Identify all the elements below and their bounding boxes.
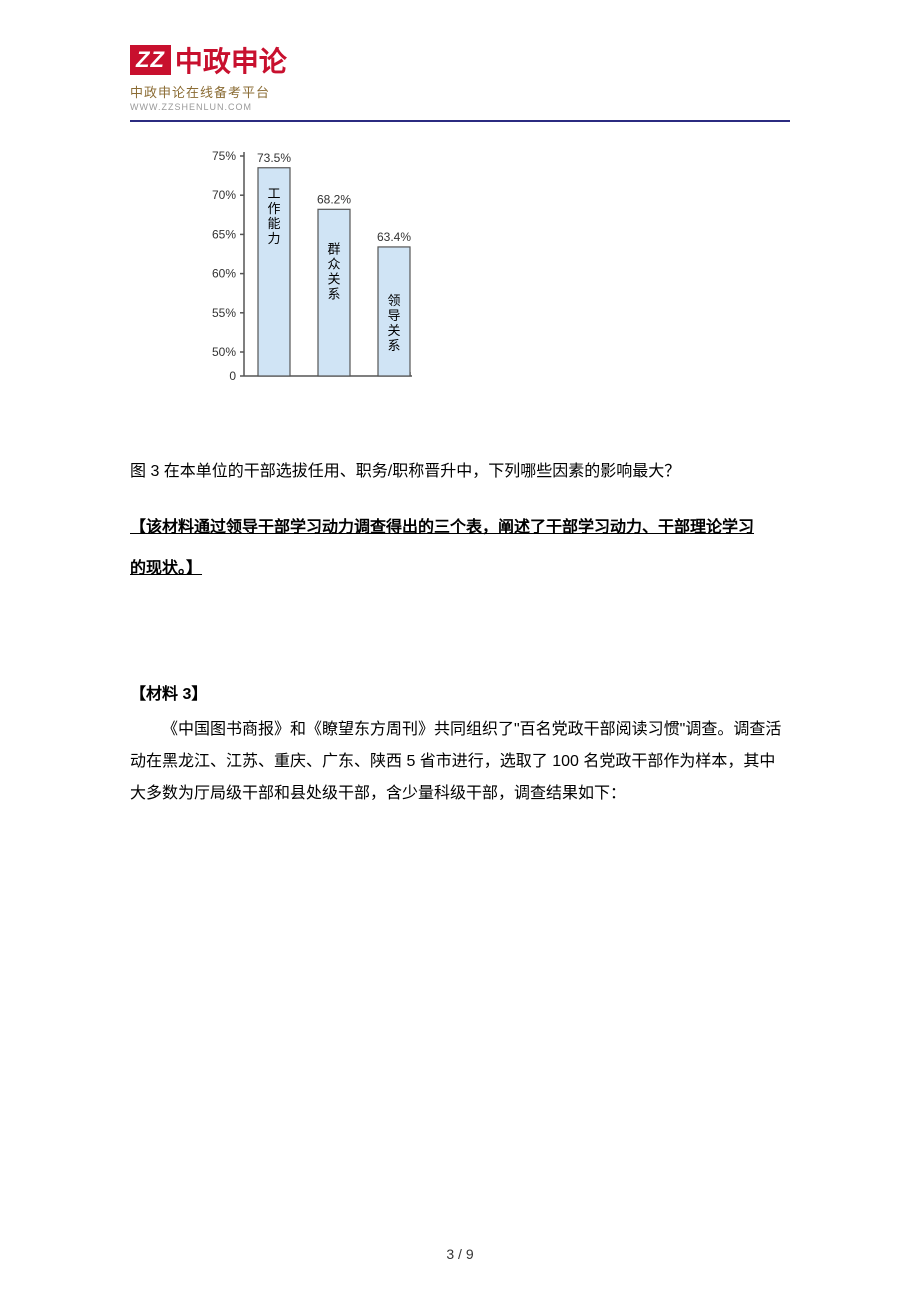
svg-text:55%: 55%: [212, 306, 236, 320]
summary-line-2: 的现状。】: [130, 560, 202, 577]
page-number: 3 / 9: [0, 1246, 920, 1262]
svg-text:68.2%: 68.2%: [317, 192, 351, 206]
bar-chart: 050%55%60%65%70%75%73.5%工作能力68.2%群众关系63.…: [200, 144, 790, 399]
svg-text:75%: 75%: [212, 149, 236, 163]
svg-text:63.4%: 63.4%: [377, 230, 411, 244]
svg-text:系: 系: [387, 338, 400, 353]
svg-text:关: 关: [327, 271, 340, 286]
svg-text:群: 群: [327, 241, 340, 256]
logo-subtitle: 中政申论在线备考平台: [130, 82, 790, 101]
logo-block: ZZ 中政申论 中政申论在线备考平台 WWW.ZZSHENLUN.COM: [130, 40, 790, 112]
svg-text:60%: 60%: [212, 267, 236, 281]
svg-text:73.5%: 73.5%: [257, 151, 291, 165]
svg-text:众: 众: [327, 256, 340, 271]
logo-zz: ZZ: [130, 45, 171, 75]
svg-text:能: 能: [267, 216, 280, 231]
header-rule: [130, 120, 790, 122]
svg-text:作: 作: [267, 201, 280, 216]
svg-text:导: 导: [387, 308, 400, 323]
svg-text:关: 关: [387, 323, 400, 338]
svg-text:力: 力: [267, 231, 280, 246]
svg-text:70%: 70%: [212, 188, 236, 202]
svg-text:领: 领: [387, 293, 400, 308]
svg-text:系: 系: [327, 286, 340, 301]
material-title: 【材料 3】: [130, 680, 790, 704]
svg-text:65%: 65%: [212, 227, 236, 241]
summary-line-1: 【该材料通过领导干部学习动力调查得出的三个表，阐述了干部学习动力、干部理论学习: [130, 519, 754, 536]
body-paragraph: 《中国图书商报》和《瞭望东方周刊》共同组织了"百名党政干部阅读习惯"调查。调查活…: [130, 714, 790, 810]
logo-cn: 中政申论: [175, 40, 287, 80]
logo-url: WWW.ZZSHENLUN.COM: [130, 102, 790, 112]
svg-text:50%: 50%: [212, 345, 236, 359]
figure-caption: 图 3 在本单位的干部选拔任用、职务/职称晋升中，下列哪些因素的影响最大？: [130, 459, 790, 485]
svg-text:0: 0: [229, 369, 236, 383]
summary-text: 【该材料通过领导干部学习动力调查得出的三个表，阐述了干部学习动力、干部理论学习 …: [130, 507, 790, 590]
svg-text:工: 工: [267, 186, 280, 201]
